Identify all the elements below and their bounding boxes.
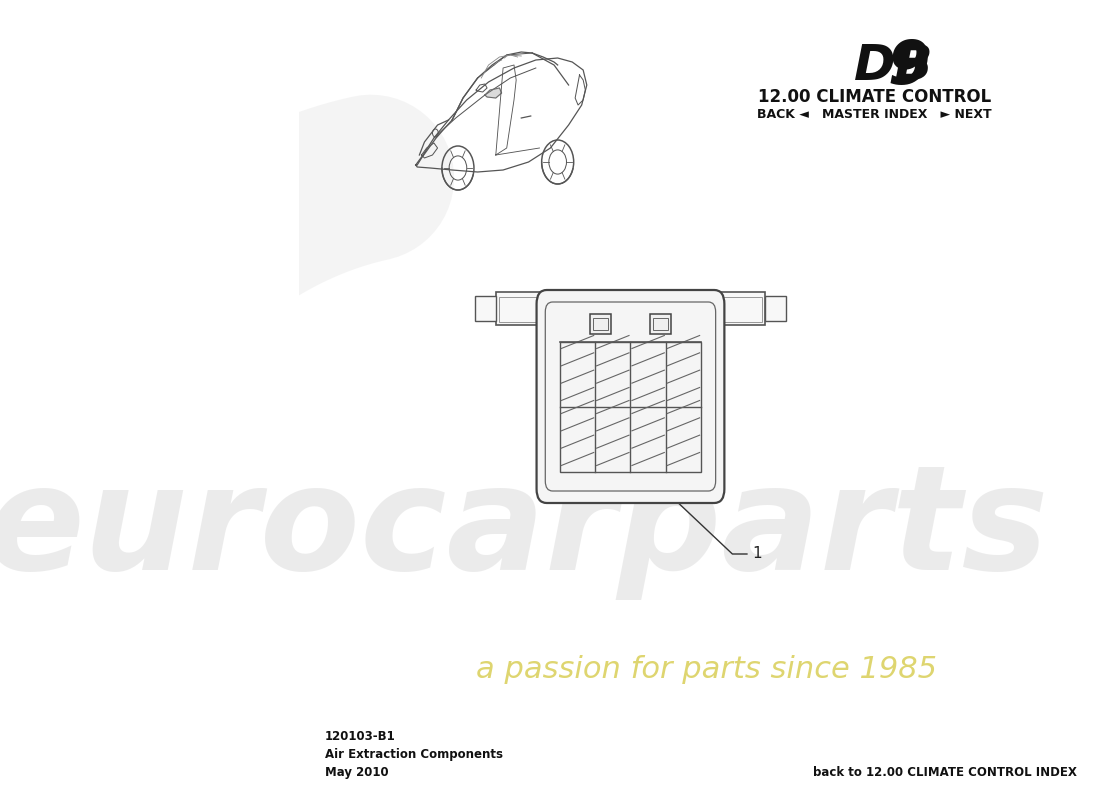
Text: 1: 1 bbox=[752, 546, 761, 562]
Text: Air Extraction Components: Air Extraction Components bbox=[324, 748, 503, 761]
Bar bbox=[653, 318, 668, 330]
Text: BACK ◄   MASTER INDEX   ► NEXT: BACK ◄ MASTER INDEX ► NEXT bbox=[757, 108, 991, 121]
Text: DB: DB bbox=[854, 42, 934, 90]
Text: a passion for parts since 1985: a passion for parts since 1985 bbox=[476, 655, 937, 685]
Text: 120103-B1: 120103-B1 bbox=[324, 730, 396, 743]
Bar bbox=[650, 314, 671, 334]
Bar bbox=[591, 314, 611, 334]
Text: back to 12.00 CLIMATE CONTROL INDEX: back to 12.00 CLIMATE CONTROL INDEX bbox=[813, 766, 1077, 779]
Text: 9: 9 bbox=[888, 38, 930, 97]
Bar bbox=[499, 297, 761, 322]
Text: 12.00 CLIMATE CONTROL: 12.00 CLIMATE CONTROL bbox=[758, 88, 991, 106]
Bar bbox=[560, 342, 701, 472]
Text: May 2010: May 2010 bbox=[324, 766, 388, 779]
FancyBboxPatch shape bbox=[537, 290, 725, 503]
Text: eurocarparts: eurocarparts bbox=[0, 459, 1049, 601]
Bar bbox=[593, 318, 608, 330]
Bar bbox=[766, 296, 785, 321]
Bar bbox=[496, 292, 766, 325]
Bar bbox=[475, 296, 496, 321]
Polygon shape bbox=[485, 88, 502, 98]
